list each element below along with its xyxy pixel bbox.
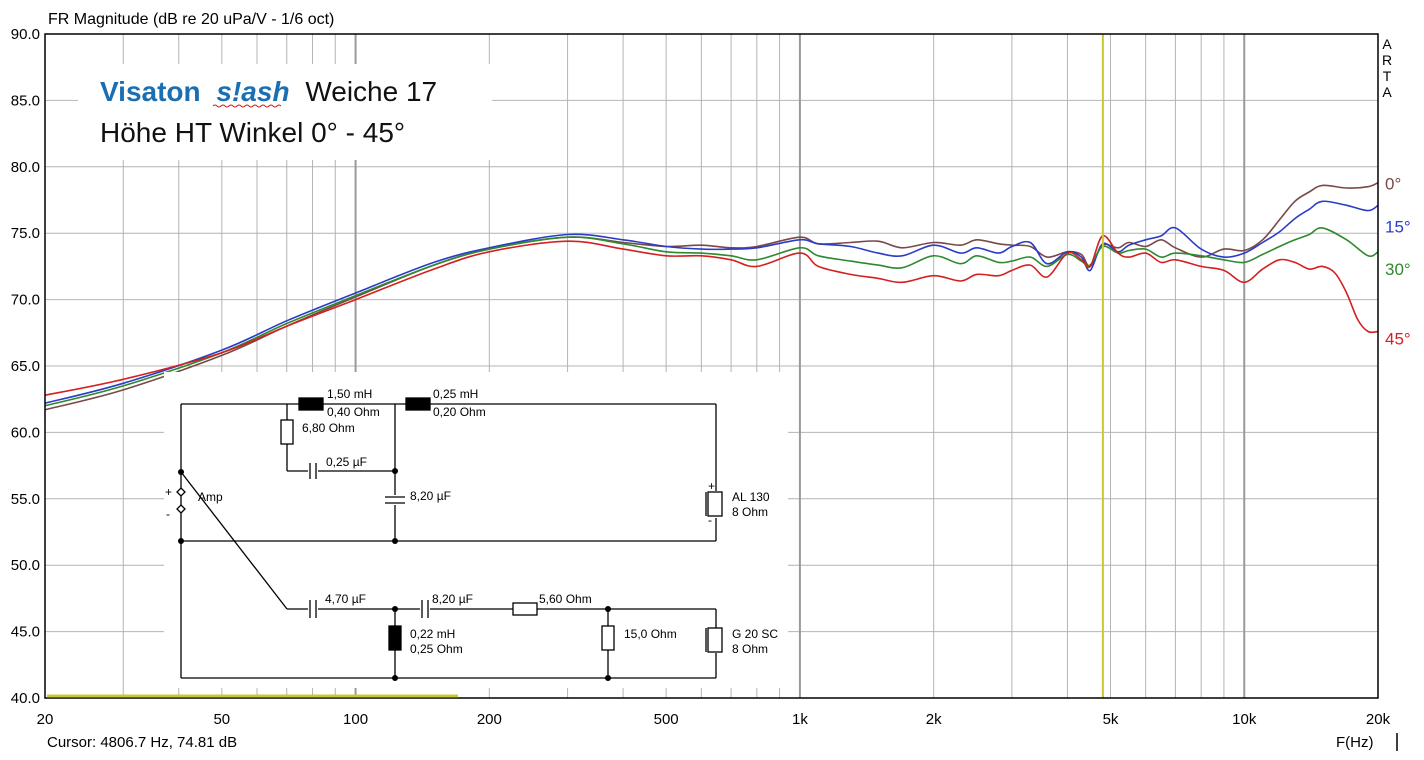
svg-text:-: - [708, 513, 712, 527]
arta-letter: T [1383, 68, 1392, 84]
overlay-title: Visaton s!ash Weiche 17 Höhe HT Winkel 0… [78, 64, 492, 160]
x-tick-label: 100 [343, 711, 368, 728]
inductor-l3 [388, 625, 402, 651]
svg-text:0,20 Ohm: 0,20 Ohm [433, 405, 486, 419]
x-tick-label: 50 [213, 711, 230, 728]
x-tick-label: 200 [477, 711, 502, 728]
series-line [44, 200, 1379, 404]
overlay-line2: Höhe HT Winkel 0° - 45° [100, 117, 405, 148]
y-tick-label: 55.0 [11, 491, 40, 508]
y-tick-label: 85.0 [11, 92, 40, 109]
y-tick-label: 65.0 [11, 358, 40, 375]
tweeter-symbol [707, 627, 723, 653]
arta-letter: R [1382, 52, 1392, 68]
overlay-brand: Visaton [100, 76, 201, 107]
x-tick-label: 1k [792, 711, 808, 728]
cursor-readout: Cursor: 4806.7 Hz, 74.81 dB [47, 734, 237, 751]
svg-text:8 Ohm: 8 Ohm [732, 505, 768, 519]
svg-text:8 Ohm: 8 Ohm [732, 642, 768, 656]
svg-text:+: + [165, 485, 172, 499]
x-tick-label: 5k [1103, 711, 1119, 728]
series-labels: 0° 15° 30° 45° [1385, 175, 1411, 349]
inductor-l1 [298, 397, 324, 411]
arta-letter: A [1382, 84, 1392, 100]
svg-text:0,22 mH: 0,22 mH [410, 627, 455, 641]
series-label: 45° [1385, 329, 1411, 348]
svg-text:Amp: Amp [198, 490, 223, 504]
y-tick-label: 60.0 [11, 424, 40, 441]
y-tick-labels: 40.0 45.0 50.0 55.0 60.0 65.0 70.0 75.0 80.0 85.0… [11, 26, 40, 707]
y-tick-label: 80.0 [11, 159, 40, 176]
arta-letter: A [1382, 36, 1392, 52]
svg-text:6,80 Ohm: 6,80 Ohm [302, 421, 355, 435]
series-lines [44, 181, 1379, 411]
svg-text:5,60 Ohm: 5,60 Ohm [539, 592, 592, 606]
svg-text:8,20 µF: 8,20 µF [410, 489, 451, 503]
x-tick-label: 20k [1366, 711, 1391, 728]
x-tick-label: 10k [1232, 711, 1257, 728]
svg-text:Visaton s!ash Weic: Visaton s!ash Weiche 17 [100, 76, 437, 107]
svg-text:-: - [166, 507, 170, 521]
svg-text:AL 130: AL 130 [732, 490, 770, 504]
svg-text:0,40 Ohm: 0,40 Ohm [327, 405, 380, 419]
resistor-r1 [280, 419, 294, 445]
series-label: 30° [1385, 260, 1411, 279]
x-tick-label: 500 [654, 711, 679, 728]
x-tick-label: 20 [37, 711, 54, 728]
schematic-labels: 1,50 mH 0,40 Ohm 0,25 mH 0,20 Ohm 6,80 O… [165, 387, 778, 656]
chart-title: FR Magnitude (dB re 20 uPa/V - 1/6 oct) [48, 11, 334, 28]
series-line [44, 235, 1379, 396]
resistor-r2 [512, 602, 538, 616]
y-tick-label: 70.0 [11, 292, 40, 309]
x-axis-label: F(Hz) [1336, 734, 1374, 751]
spellcheck-wave [212, 104, 282, 108]
svg-text:4,70 µF: 4,70 µF [325, 592, 366, 606]
y-tick-label: 90.0 [11, 26, 40, 43]
x-tick-label: 2k [926, 711, 942, 728]
y-tick-label: 75.0 [11, 225, 40, 242]
x-tick-labels: 20 50 100 200 500 1k 2k 5k 10k 20k [37, 711, 1391, 728]
y-tick-label: 50.0 [11, 557, 40, 574]
woofer-symbol [707, 491, 723, 517]
resistor-r3 [601, 625, 615, 651]
svg-text:0,25 µF: 0,25 µF [326, 455, 367, 469]
svg-text:8,20 µF: 8,20 µF [432, 592, 473, 606]
overlay-line1-rest: Weiche 17 [305, 76, 437, 107]
svg-text:15,0 Ohm: 15,0 Ohm [624, 627, 677, 641]
svg-text:G 20 SC: G 20 SC [732, 627, 778, 641]
series-label: 15° [1385, 217, 1411, 236]
y-tick-label: 45.0 [11, 624, 40, 641]
plot-frame [44, 33, 1379, 699]
svg-text:1,50 mH: 1,50 mH [327, 387, 372, 401]
svg-text:+: + [708, 479, 715, 493]
inductor-l2 [405, 397, 431, 411]
overlay-model: s!ash [216, 76, 289, 107]
crossover-schematic [164, 372, 788, 688]
series-label: 0° [1385, 175, 1401, 194]
series-line [44, 227, 1379, 407]
y-tick-label: 40.0 [11, 690, 40, 707]
svg-text:0,25 Ohm: 0,25 Ohm [410, 642, 463, 656]
svg-text:0,25 mH: 0,25 mH [433, 387, 478, 401]
